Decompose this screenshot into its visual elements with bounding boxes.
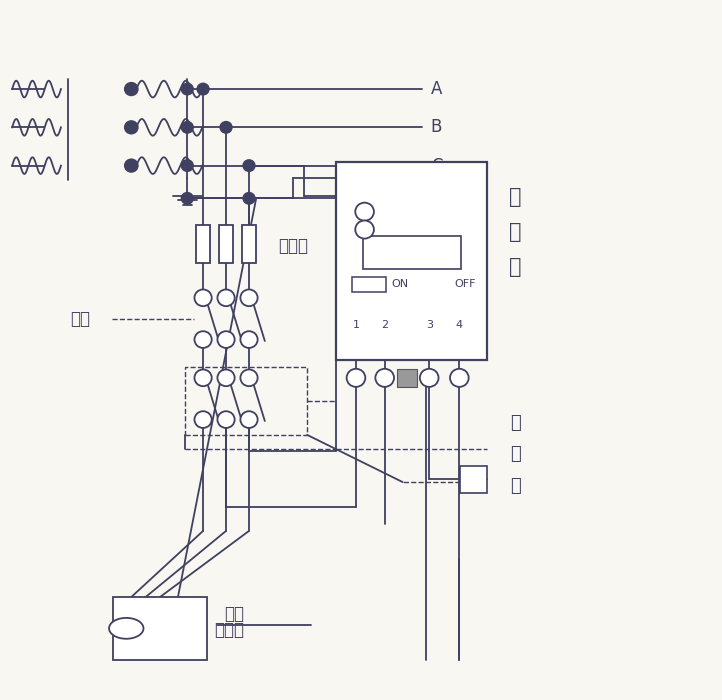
Circle shape: [125, 83, 138, 95]
Circle shape: [181, 122, 193, 133]
Bar: [242, 225, 256, 263]
Circle shape: [125, 160, 138, 172]
Text: 熔断器: 熔断器: [279, 237, 308, 255]
Text: 4: 4: [456, 320, 463, 330]
Circle shape: [217, 331, 235, 348]
Bar: [397, 369, 417, 387]
Circle shape: [194, 411, 212, 428]
Text: 3: 3: [426, 320, 432, 330]
Text: 制: 制: [509, 222, 521, 242]
Circle shape: [240, 331, 258, 348]
Text: 1: 1: [352, 320, 360, 330]
Text: N: N: [430, 189, 443, 207]
Circle shape: [181, 160, 193, 172]
Text: 控: 控: [509, 187, 521, 207]
Bar: [460, 466, 487, 493]
Bar: [196, 225, 210, 263]
Text: 盒: 盒: [509, 256, 521, 276]
Circle shape: [243, 193, 255, 204]
Text: 接: 接: [510, 414, 521, 432]
Bar: [219, 225, 233, 263]
Circle shape: [375, 369, 394, 387]
Text: 2: 2: [381, 320, 388, 330]
Circle shape: [450, 369, 469, 387]
Ellipse shape: [109, 618, 144, 639]
Bar: [336, 162, 487, 360]
Circle shape: [217, 370, 235, 386]
Bar: [363, 237, 461, 270]
Circle shape: [217, 411, 235, 428]
Bar: [185, 367, 307, 435]
Text: ON: ON: [392, 279, 409, 289]
Text: C: C: [430, 157, 442, 174]
Circle shape: [194, 370, 212, 386]
Circle shape: [220, 122, 232, 133]
Text: 至用户: 至用户: [214, 621, 244, 638]
Circle shape: [181, 193, 193, 204]
Text: OFF: OFF: [454, 279, 476, 289]
Circle shape: [217, 290, 235, 306]
Circle shape: [240, 411, 258, 428]
Circle shape: [420, 369, 438, 387]
Bar: [352, 276, 386, 292]
Text: A: A: [430, 80, 442, 98]
Circle shape: [355, 220, 374, 239]
Circle shape: [243, 160, 255, 172]
Text: 刀闸: 刀闸: [70, 309, 90, 328]
Circle shape: [355, 203, 374, 220]
Circle shape: [125, 121, 138, 134]
Circle shape: [240, 290, 258, 306]
Bar: [113, 597, 206, 659]
Circle shape: [347, 369, 365, 387]
Text: 器: 器: [510, 477, 521, 495]
Circle shape: [194, 290, 212, 306]
Circle shape: [181, 83, 193, 94]
Circle shape: [240, 370, 258, 386]
Text: 触: 触: [510, 445, 521, 463]
Text: 控头: 控头: [225, 606, 245, 624]
Circle shape: [197, 83, 209, 94]
Text: B: B: [430, 118, 442, 136]
Circle shape: [194, 331, 212, 348]
